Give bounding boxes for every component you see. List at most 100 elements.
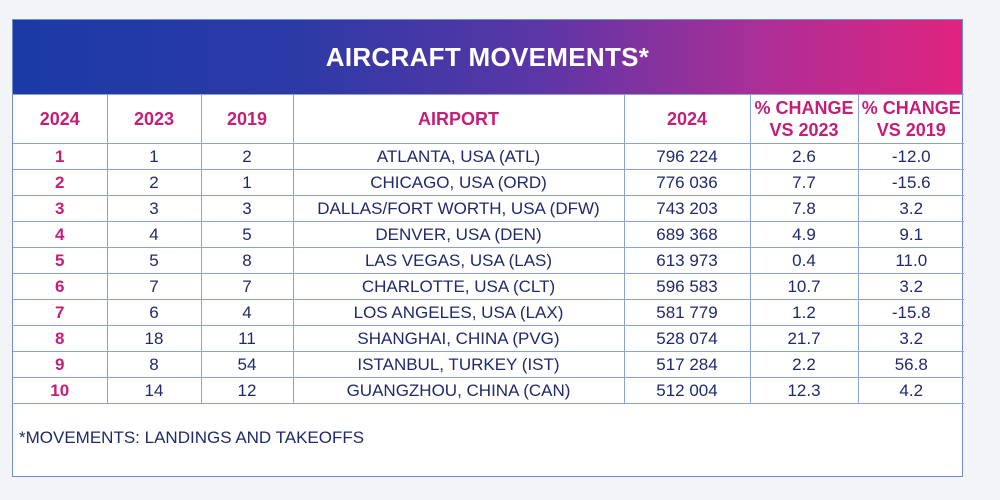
movements-2024-cell: 776 036	[623, 169, 751, 196]
airport-cell: ISTANBUL, TURKEY (IST)	[292, 351, 625, 378]
rank-2023-cell: 4	[106, 221, 202, 248]
header-row: 2024 2023 2019 AIRPORT 2024% CHANGE VS 2023% …	[13, 94, 964, 144]
footnote-divider	[13, 403, 962, 404]
change-vs-2019-cell: -15.6	[857, 169, 964, 196]
rank-2023-cell: 2	[106, 169, 202, 196]
change-vs-2023-cell: 7.7	[749, 169, 859, 196]
rank-2023-cell: 6	[106, 299, 202, 326]
table-row: 9 8 54 ISTANBUL, TURKEY (IST) 517 284 2.2 56.8	[13, 351, 964, 378]
table-row: 1 1 2 ATLANTA, USA (ATL) 796 224 2.6 -12.0	[13, 143, 964, 170]
rank-2023-cell: 8	[106, 351, 202, 378]
header-label: VS 2023	[769, 120, 839, 140]
rank-2024-cell: 8	[13, 325, 108, 352]
title-banner: AIRCRAFT MOVEMENTS*	[13, 20, 962, 94]
col-rank-2019-header: 2019	[200, 94, 294, 144]
change-vs-2019-cell: 11.0	[857, 247, 964, 274]
table-row: 6 7 7 CHARLOTTE, USA (CLT) 596 583 10.7 3.2	[13, 273, 964, 300]
change-vs-2023-cell: 7.8	[749, 195, 859, 222]
rank-2019-cell: 12	[200, 377, 294, 404]
change-vs-2023-cell: 1.2	[749, 299, 859, 326]
rank-2019-cell: 8	[200, 247, 294, 274]
header-label: 2023	[133, 109, 175, 129]
rank-2019-cell: 7	[200, 273, 294, 300]
col-rank-2023-header: 2023	[106, 94, 202, 144]
table-row: 3 3 3 DALLAS/FORT WORTH, USA (DFW) 743 203 7.…	[13, 195, 964, 222]
rank-2024-cell: 2	[13, 169, 108, 196]
change-vs-2019-cell: -15.8	[857, 299, 964, 326]
rank-2024-cell: 6	[13, 273, 108, 300]
header-label: % CHANGE	[754, 98, 854, 118]
header-label: VS 2019	[876, 120, 946, 140]
header-label: 2024	[39, 109, 80, 129]
change-vs-2019-cell: 4.2	[857, 377, 964, 404]
rank-2024-cell: 3	[13, 195, 108, 222]
rank-2019-cell: 2	[200, 143, 294, 170]
table-title: AIRCRAFT MOVEMENTS*	[325, 41, 650, 72]
airport-cell: CHICAGO, USA (ORD)	[292, 169, 625, 196]
col-airport-header: AIRPORT	[292, 94, 625, 144]
rank-2024-cell: 9	[13, 351, 108, 378]
change-vs-2019-cell: 9.1	[857, 221, 964, 248]
rank-2023-cell: 1	[106, 143, 202, 170]
movements-2024-cell: 581 779	[623, 299, 751, 326]
airport-cell: ATLANTA, USA (ATL)	[292, 143, 625, 170]
airport-cell: GUANGZHOU, CHINA (CAN)	[292, 377, 625, 404]
change-vs-2019-cell: 3.2	[857, 325, 964, 352]
table-row: 7 6 4 LOS ANGELES, USA (LAX) 581 779 1.2 -15.8	[13, 299, 964, 326]
col-movements-2024-header: 2024	[623, 94, 751, 144]
rank-2024-cell: 1	[13, 143, 108, 170]
table-row: 2 2 1 CHICAGO, USA (ORD) 776 036 7.7 -15.6	[13, 169, 964, 196]
rank-2024-cell: 4	[13, 221, 108, 248]
airport-cell: DALLAS/FORT WORTH, USA (DFW)	[292, 195, 625, 222]
change-vs-2023-cell: 0.4	[749, 247, 859, 274]
movements-2024-cell: 596 583	[623, 273, 751, 300]
change-vs-2019-cell: 3.2	[857, 195, 964, 222]
header-label: 2019	[226, 109, 268, 129]
col-change-vs-2023-header: % CHANGE VS 2023	[749, 94, 859, 144]
change-vs-2023-cell: 2.6	[749, 143, 859, 170]
rank-2023-cell: 14	[106, 377, 202, 404]
movements-table: 2024 2023 2019 AIRPORT 2024% CHANGE VS 2023% …	[13, 94, 964, 404]
airport-cell: SHANGHAI, CHINA (PVG)	[292, 325, 625, 352]
movements-2024-cell: 528 074	[623, 325, 751, 352]
rank-2023-cell: 18	[106, 325, 202, 352]
movements-2024-cell: 512 004	[623, 377, 751, 404]
rank-2019-cell: 5	[200, 221, 294, 248]
header-label: 2024	[666, 109, 708, 129]
change-vs-2023-cell: 4.9	[749, 221, 859, 248]
movements-2024-cell: 796 224	[623, 143, 751, 170]
change-vs-2019-cell: 56.8	[857, 351, 964, 378]
change-vs-2023-cell: 21.7	[749, 325, 859, 352]
airport-cell: LAS VEGAS, USA (LAS)	[292, 247, 625, 274]
rank-2019-cell: 54	[200, 351, 294, 378]
table-row: 10 14 12 GUANGZHOU, CHINA (CAN) 512 004 12.3 4…	[13, 377, 964, 404]
movements-2024-cell: 517 284	[623, 351, 751, 378]
rank-2023-cell: 7	[106, 273, 202, 300]
movements-2024-cell: 613 973	[623, 247, 751, 274]
change-vs-2023-cell: 12.3	[749, 377, 859, 404]
rank-2024-cell: 10	[13, 377, 108, 404]
col-change-vs-2019-header: % CHANGE VS 2019	[857, 94, 964, 144]
header-label: % CHANGE	[861, 98, 961, 118]
airport-cell: LOS ANGELES, USA (LAX)	[292, 299, 625, 326]
table-row: 4 4 5 DENVER, USA (DEN) 689 368 4.9 9.1	[13, 221, 964, 248]
airport-cell: CHARLOTTE, USA (CLT)	[292, 273, 625, 300]
table-row: 5 5 8 LAS VEGAS, USA (LAS) 613 973 0.4 11.0	[13, 247, 964, 274]
rank-2019-cell: 11	[200, 325, 294, 352]
header-label: AIRPORT	[418, 109, 499, 129]
rank-2023-cell: 3	[106, 195, 202, 222]
rank-2019-cell: 1	[200, 169, 294, 196]
rank-2019-cell: 3	[200, 195, 294, 222]
movements-2024-cell: 689 368	[623, 221, 751, 248]
change-vs-2019-cell: 3.2	[857, 273, 964, 300]
change-vs-2023-cell: 10.7	[749, 273, 859, 300]
movements-2024-cell: 743 203	[623, 195, 751, 222]
change-vs-2019-cell: -12.0	[857, 143, 964, 170]
airport-cell: DENVER, USA (DEN)	[292, 221, 625, 248]
col-rank-2024-header: 2024	[13, 94, 108, 144]
change-vs-2023-cell: 2.2	[749, 351, 859, 378]
table-body: 1 1 2 ATLANTA, USA (ATL) 796 224 2.6 -12.0 2 2 1 C…	[13, 143, 964, 404]
footnote: *MOVEMENTS: LANDINGS AND TAKEOFFS	[19, 428, 365, 447]
table-card: AIRCRAFT MOVEMENTS* 2024 2023 2019 AIRPORT 2…	[12, 19, 964, 477]
rank-2023-cell: 5	[106, 247, 202, 274]
